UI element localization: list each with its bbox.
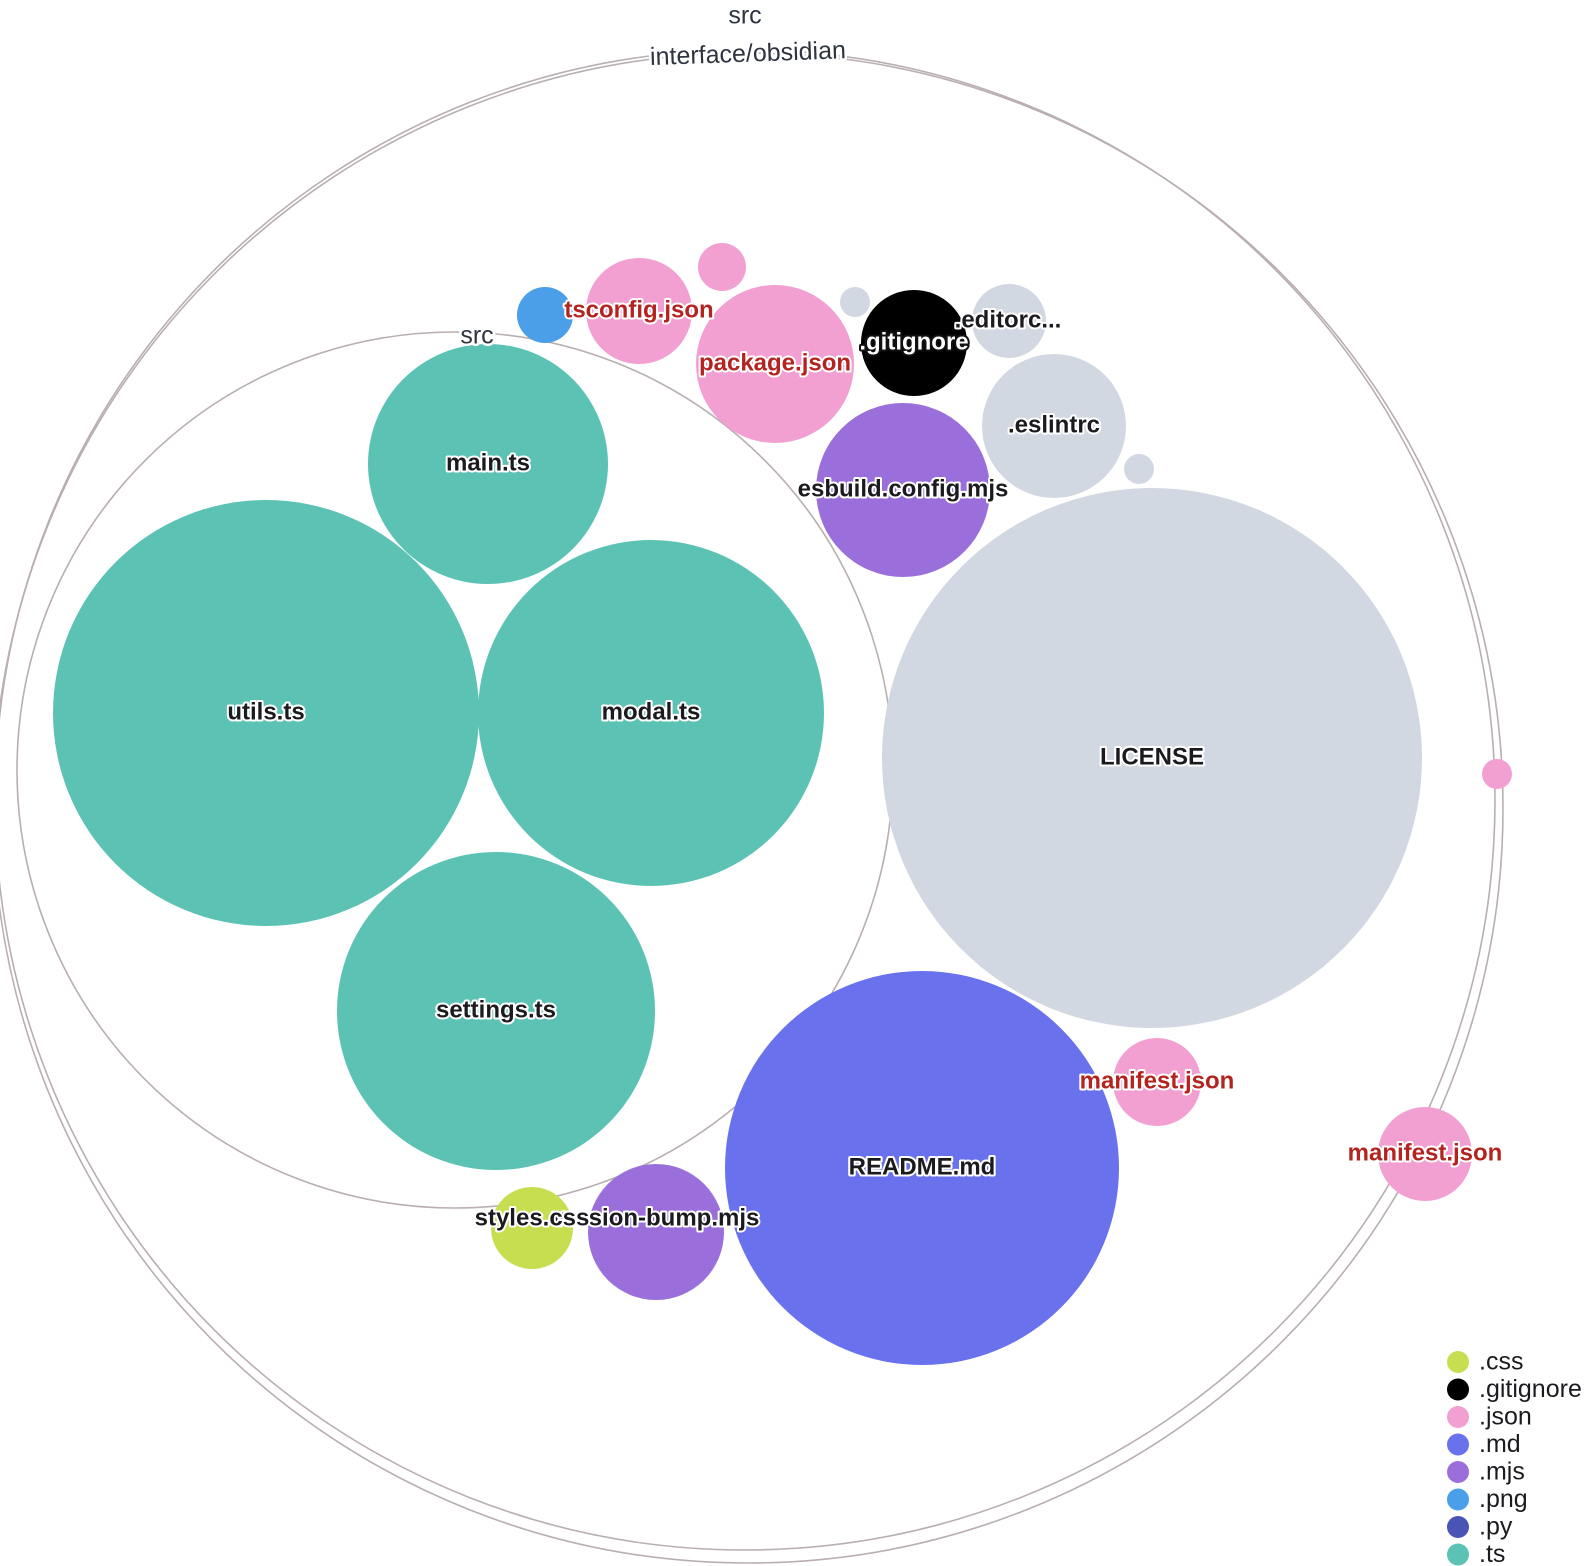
file-circle-.gitignore[interactable] bbox=[861, 290, 967, 396]
group-label-group-inner-src: src bbox=[460, 322, 493, 350]
file-circle-README.md[interactable] bbox=[725, 971, 1119, 1365]
file-circle-small-other-right[interactable] bbox=[1124, 454, 1154, 484]
file-label-styles.css: styles.css bbox=[475, 1204, 590, 1231]
legend-swatch-json bbox=[1447, 1406, 1469, 1428]
legend-swatch-md bbox=[1447, 1433, 1469, 1456]
file-label-LICENSE: LICENSE bbox=[1100, 743, 1204, 770]
file-circle-settings.ts[interactable] bbox=[337, 852, 655, 1170]
file-label-tsconfig.json: tsconfig.json bbox=[564, 296, 713, 323]
file-circle-styles.css[interactable] bbox=[491, 1187, 573, 1269]
legend-swatch-gitignore bbox=[1447, 1378, 1469, 1401]
file-circle-.eslintrc[interactable] bbox=[982, 354, 1126, 498]
file-circle-package.json[interactable] bbox=[696, 285, 854, 443]
file-circle-modal.ts[interactable] bbox=[478, 540, 824, 886]
file-circle-LICENSE[interactable] bbox=[882, 488, 1422, 1028]
file-circle-.editorconfig[interactable] bbox=[972, 284, 1046, 358]
file-label-version-bump.mjs: version-bump.mjs bbox=[553, 1204, 760, 1231]
file-circle-small-json-top[interactable] bbox=[698, 243, 746, 291]
legend-label-gitignore: .gitignore bbox=[1479, 1375, 1582, 1403]
legend-swatch-ts bbox=[1447, 1543, 1469, 1566]
file-label-.gitignore: .gitignore bbox=[859, 328, 968, 355]
legend-swatch-css bbox=[1447, 1351, 1469, 1373]
legend-label-json: .json bbox=[1479, 1403, 1532, 1431]
file-node-layer: utils.ts modal.ts settings.ts main.ts LICENS… bbox=[53, 243, 1512, 1365]
group-label-group-outer-src: src bbox=[728, 2, 761, 30]
file-label-manifest.json-outer: manifest.json bbox=[1348, 1139, 1503, 1166]
file-circle-small-json-far-right[interactable] bbox=[1482, 759, 1512, 789]
file-label-esbuild.config.mjs: esbuild.config.mjs bbox=[798, 475, 1009, 502]
file-circle-tsconfig.json[interactable] bbox=[586, 258, 692, 364]
legend-swatch-mjs bbox=[1447, 1461, 1469, 1483]
file-label-.eslintrc: .eslintrc bbox=[1008, 411, 1100, 438]
legend-label-mjs: .mjs bbox=[1479, 1458, 1525, 1486]
file-label-settings.ts: settings.ts bbox=[436, 996, 556, 1023]
file-label-manifest.json-inner: manifest.json bbox=[1080, 1067, 1235, 1094]
legend-label-md: .md bbox=[1479, 1430, 1521, 1458]
file-circle-main.ts[interactable] bbox=[368, 344, 608, 584]
legend-label-py: .py bbox=[1479, 1513, 1513, 1541]
file-label-utils.ts: utils.ts bbox=[227, 698, 304, 725]
file-label-main.ts: main.ts bbox=[446, 449, 530, 476]
file-label-package.json: package.json bbox=[699, 349, 851, 376]
legend-swatch-py bbox=[1447, 1516, 1469, 1538]
file-circle-small-other-top[interactable] bbox=[840, 287, 870, 317]
legend-label-png: .png bbox=[1479, 1485, 1528, 1513]
group-outer-src bbox=[0, 49, 1496, 1551]
file-circle-version-bump.mjs[interactable] bbox=[588, 1164, 724, 1300]
file-circle-esbuild.config.mjs[interactable] bbox=[816, 403, 990, 577]
legend-label-css: .css bbox=[1479, 1348, 1523, 1376]
file-circle-manifest.json-outer[interactable] bbox=[1378, 1107, 1472, 1201]
legend-swatch-png bbox=[1447, 1488, 1469, 1511]
legend: .css.gitignore.json.md.mjs.png.py.ts bbox=[1447, 1348, 1582, 1566]
file-circle-logo.png[interactable] bbox=[517, 287, 573, 343]
legend-label-ts: .ts bbox=[1479, 1540, 1505, 1566]
group-label-group-interface-obsidian: interface/obsidian bbox=[650, 36, 847, 71]
file-label-.editorconfig: .editorc... bbox=[955, 306, 1062, 333]
file-label-README.md: README.md bbox=[849, 1153, 996, 1180]
group-interface-obsidian bbox=[0, 52, 1504, 1564]
file-circle-utils.ts[interactable] bbox=[53, 500, 479, 926]
file-circle-manifest.json-inner[interactable] bbox=[1113, 1038, 1201, 1126]
file-label-modal.ts: modal.ts bbox=[602, 698, 701, 725]
